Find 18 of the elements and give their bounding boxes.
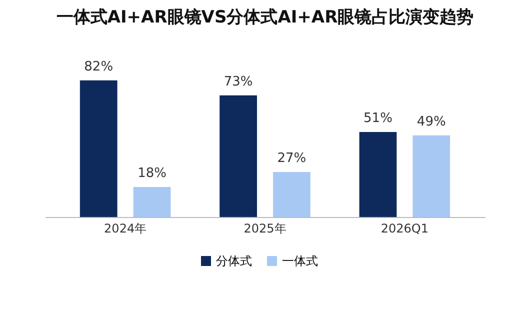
chart-title: 一体式AI+AR眼镜VS分体式AI+AR眼镜占比演变趋势: [56, 7, 474, 28]
data-label: 51%: [364, 111, 392, 126]
bar: [412, 135, 450, 217]
bar: [133, 187, 171, 217]
bar: [273, 172, 310, 217]
legend-label: 分体式: [216, 254, 252, 268]
data-label: 27%: [277, 151, 306, 166]
bar: [359, 132, 397, 217]
x-tick-label: 2026Q1: [380, 222, 428, 236]
legend-label: 一体式: [282, 254, 318, 268]
bar: [220, 95, 257, 217]
data-label: 18%: [138, 166, 166, 181]
bar: [80, 80, 118, 217]
x-tick-label: 2025年: [244, 222, 286, 236]
data-label: 49%: [416, 114, 446, 130]
data-label: 82%: [84, 59, 114, 74]
x-tick-label: 2024年: [104, 222, 147, 236]
data-label: 73%: [224, 74, 253, 90]
